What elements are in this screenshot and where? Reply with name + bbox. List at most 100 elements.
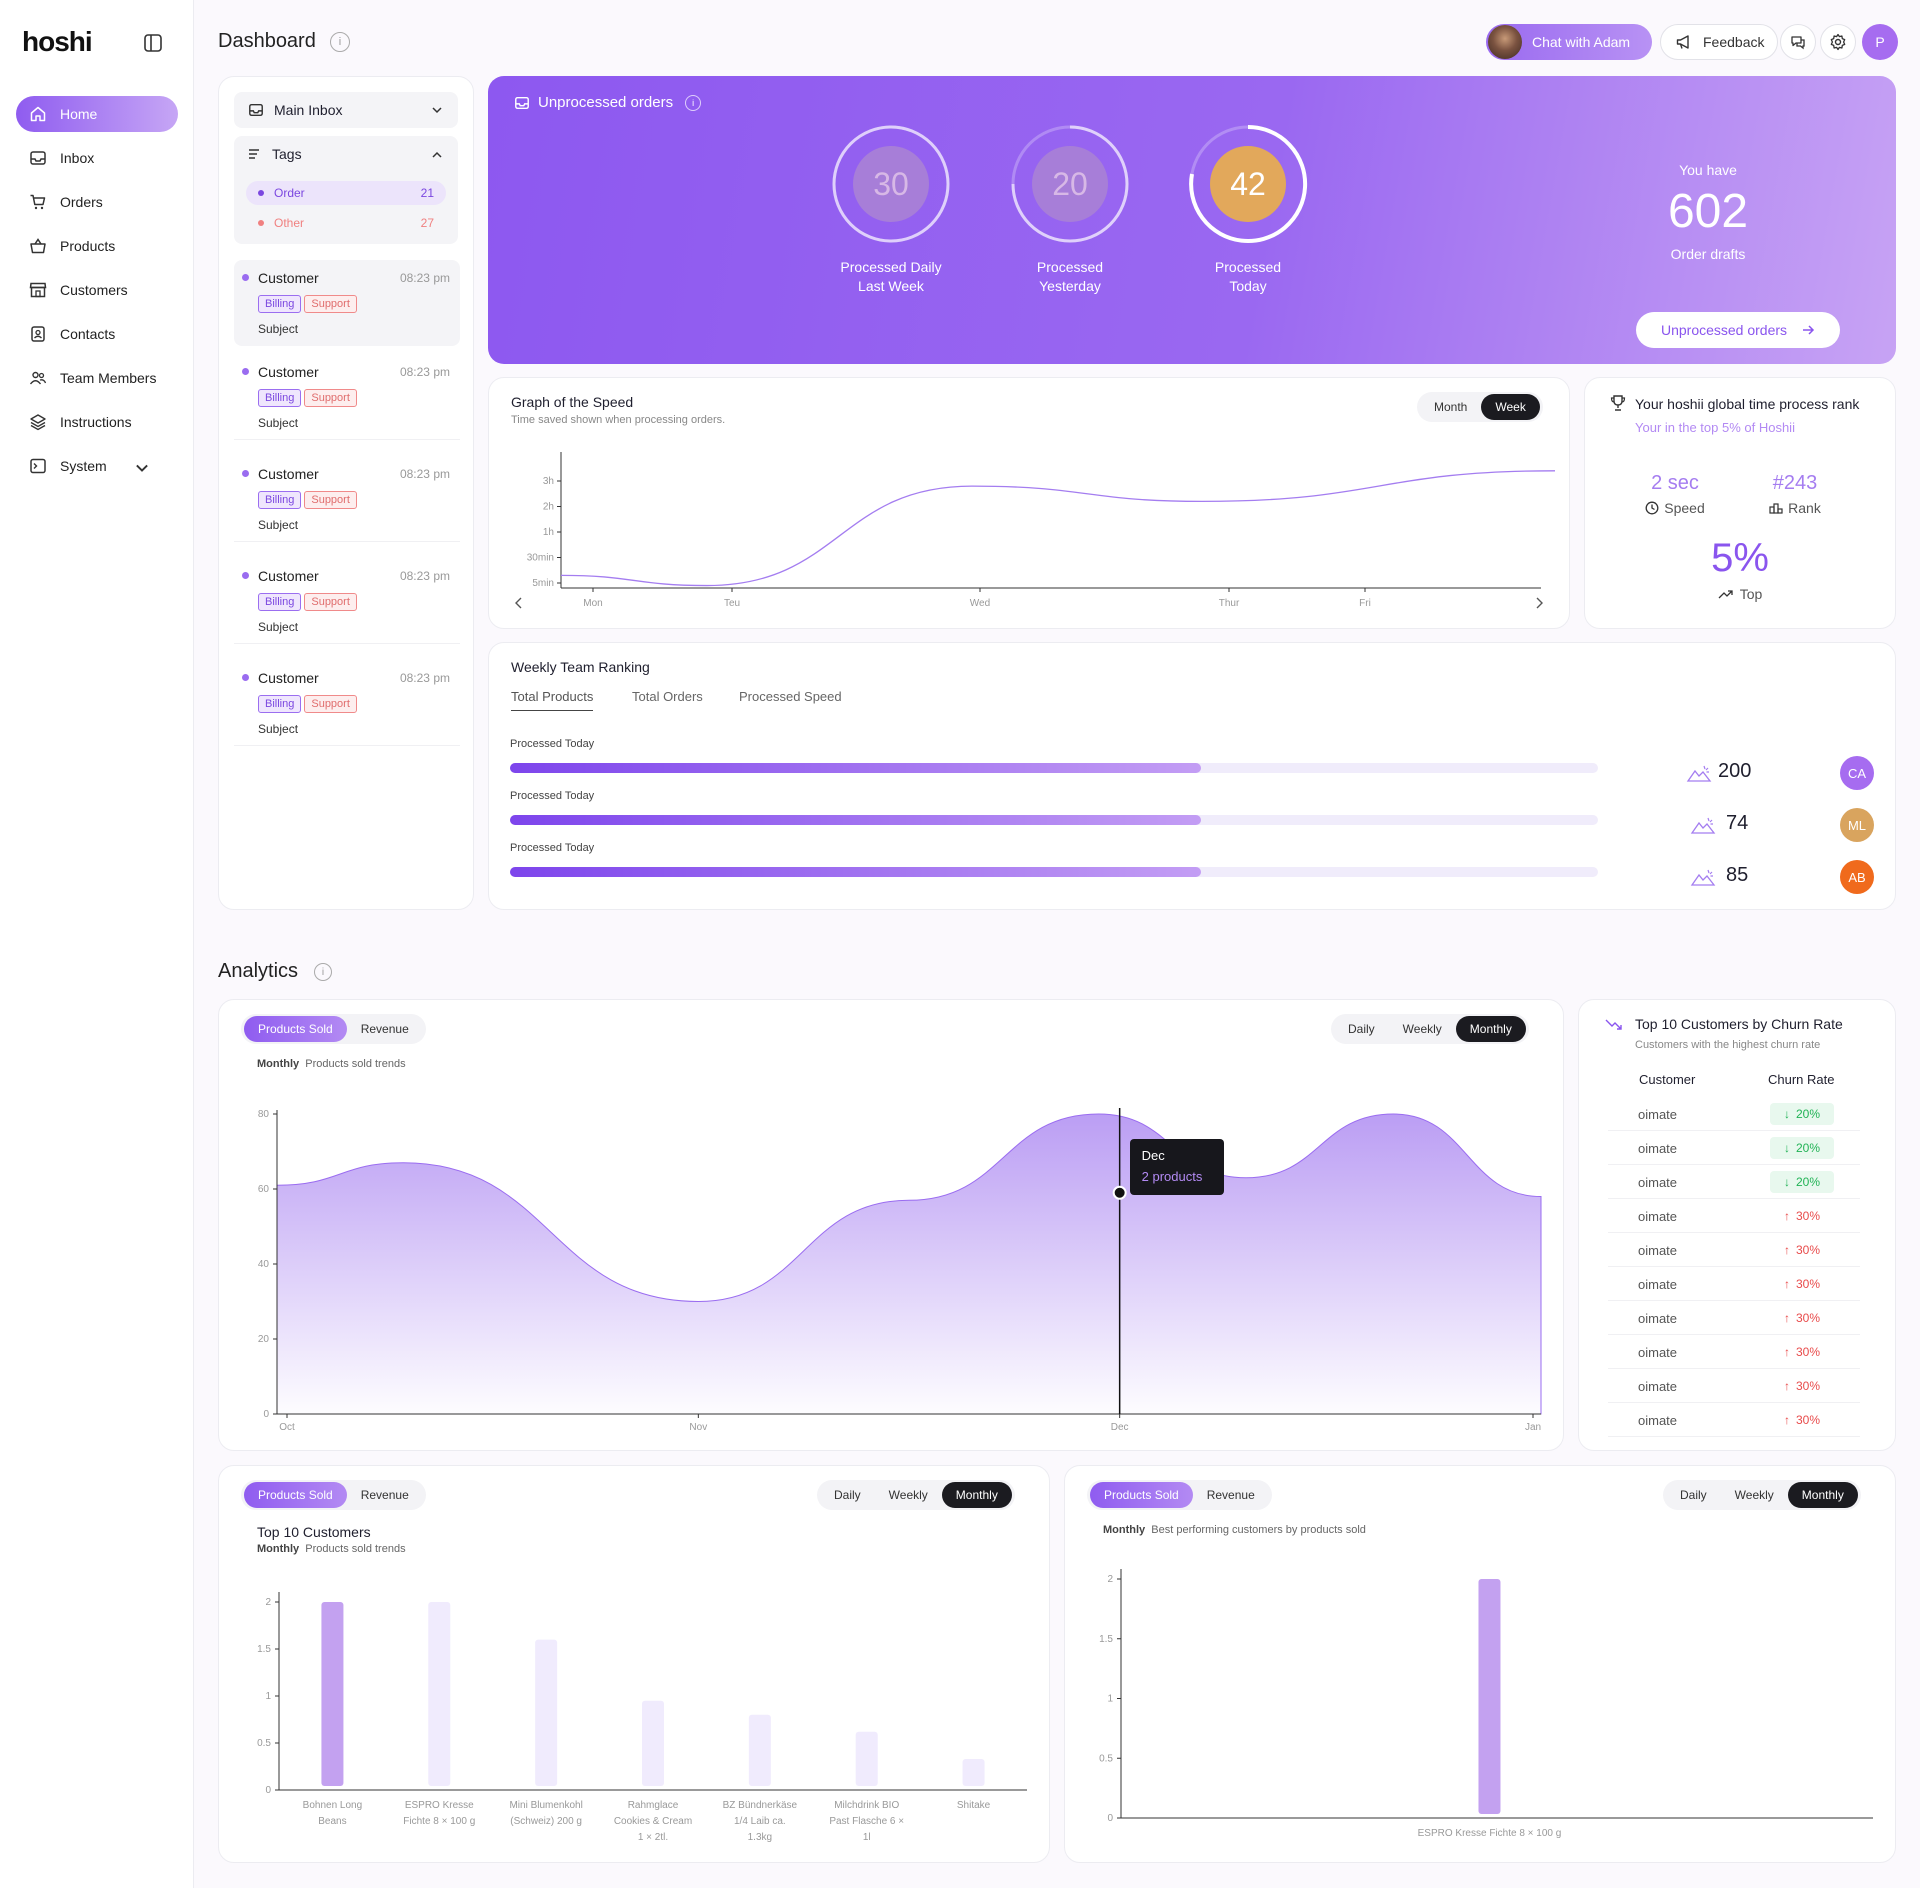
sidebar-item-label: Inbox [60, 150, 95, 166]
churn-customer-name: oimate [1638, 1209, 1678, 1224]
churn-col-customer: Customer [1639, 1072, 1696, 1087]
team-ranking-card: Weekly Team Ranking Total Products Total… [488, 642, 1896, 910]
info-icon[interactable]: i [314, 963, 332, 981]
sidebar-item-system[interactable]: System [16, 448, 178, 484]
sidebar-toggle-icon[interactable] [142, 32, 164, 54]
period-weekly[interactable]: Weekly [888, 1488, 928, 1502]
tab-products-sold[interactable]: Products Sold [244, 1482, 347, 1508]
period-daily[interactable]: Daily [1680, 1488, 1707, 1502]
x-tick-label-line: Fichte 8 × 100 g [403, 1816, 475, 1827]
y-tick-label: 0.5 [1099, 1753, 1113, 1764]
y-tick-label: 2 [1107, 1574, 1113, 1585]
tab-revenue[interactable]: Revenue [360, 1488, 409, 1502]
ranking-bar [510, 867, 1598, 877]
tooltip-title: Dec [1141, 1148, 1165, 1163]
period-daily[interactable]: Daily [834, 1488, 861, 1502]
message-item[interactable]: Customer 08:23 pm Billing Support Subject [234, 456, 460, 542]
tab-revenue[interactable]: Revenue [1206, 1488, 1255, 1502]
sidebar-item-customers[interactable]: Customers [16, 272, 178, 308]
period-monthly[interactable]: Monthly [1787, 1482, 1858, 1508]
x-tick-label-line: Cookies & Cream [614, 1816, 692, 1827]
sidebar-item-inbox[interactable]: Inbox [16, 140, 178, 176]
churn-rate-badge: ↑ 30% [1770, 1307, 1834, 1329]
sidebar-item-instructions[interactable]: Instructions [16, 404, 178, 440]
churn-rate-value: 30% [1795, 1379, 1821, 1393]
tag-dot [258, 220, 264, 226]
x-tick-label-line: Rahmglace [628, 1800, 679, 1811]
x-tick-label: Bohnen Long Beans [303, 1800, 363, 1827]
x-tick-label: Wed [970, 598, 990, 609]
tab-revenue[interactable]: Revenue [360, 1022, 409, 1036]
tab-total-orders[interactable]: Total Orders [632, 689, 703, 704]
top-customers-card: Products Sold Revenue Daily Weekly Month… [218, 1465, 1050, 1863]
main-inbox-dropdown[interactable]: Main Inbox [234, 92, 458, 128]
chevron-right-icon[interactable] [1533, 597, 1545, 609]
podium-icon [1769, 503, 1783, 514]
y-tick-label: 1.5 [257, 1644, 271, 1655]
message-item[interactable]: Customer 08:23 pm Billing Support Subject [234, 354, 460, 440]
churn-customer-name: oimate [1638, 1311, 1678, 1326]
message-item[interactable]: Customer 08:23 pm Billing Support Subject [234, 260, 460, 346]
chart-tooltip: Dec 2 products [1129, 1139, 1224, 1195]
period-monthly[interactable]: Monthly [1455, 1016, 1526, 1042]
toggle-week[interactable]: Week [1481, 394, 1540, 420]
period-weekly[interactable]: Weekly [1402, 1022, 1442, 1036]
toggle-month[interactable]: Month [1434, 400, 1468, 414]
y-tick-label: 80 [258, 1109, 270, 1120]
y-tick-label: 60 [258, 1184, 270, 1195]
sidebar-item-orders[interactable]: Orders [16, 184, 178, 220]
metric-toggle: Products Sold Revenue [241, 1480, 426, 1510]
info-icon[interactable]: i [685, 94, 702, 111]
avatar [1488, 25, 1522, 59]
tag-item-other[interactable]: Other 27 [246, 211, 446, 235]
member-avatar[interactable]: ML [1840, 808, 1874, 842]
sidebar-item-home[interactable]: Home [16, 96, 178, 132]
unprocessed-title-text: Unprocessed orders [538, 94, 674, 111]
tag-label: Other [274, 216, 305, 230]
sidebar-item-label: Customers [60, 282, 128, 298]
message-item[interactable]: Customer 08:23 pm Billing Support Subject [234, 558, 460, 644]
info-icon[interactable]: i [330, 32, 350, 52]
top-customers-subtitle: Monthly Products sold trends [257, 1543, 406, 1555]
tab-total-products[interactable]: Total Products [511, 689, 594, 711]
sparkle-mountain-icon [1686, 765, 1712, 782]
messages-button[interactable] [1780, 24, 1816, 60]
profile-avatar[interactable]: P [1862, 24, 1898, 60]
settings-button[interactable] [1820, 24, 1856, 60]
x-tick-label-line: (Schweiz) 200 g [510, 1816, 582, 1827]
message-sender: Customer [258, 270, 319, 286]
unprocessed-orders-button[interactable]: Unprocessed orders [1636, 312, 1840, 348]
tag-billing: Billing [258, 295, 302, 313]
churn-row: oimate ↑ 30% [1608, 1369, 1860, 1403]
message-item[interactable]: Customer 08:23 pm Billing Support Subject [234, 660, 460, 746]
ranking-row: Processed Today [510, 738, 1600, 778]
period-monthly[interactable]: Monthly [941, 1482, 1012, 1508]
feedback-button[interactable]: Feedback [1660, 24, 1778, 60]
progress-ring [832, 125, 950, 243]
member-avatar[interactable]: CA [1840, 756, 1874, 790]
period-daily[interactable]: Daily [1348, 1022, 1375, 1036]
megaphone-icon [1676, 35, 1689, 49]
churn-rate-badge: ↓ 20% [1770, 1171, 1834, 1193]
rank-value: #243 [1772, 472, 1818, 494]
chat-with-adam-button[interactable]: Chat with Adam [1486, 24, 1652, 60]
sidebar-item-team-members[interactable]: Team Members [16, 360, 178, 396]
unread-dot [242, 274, 249, 281]
tab-products-sold[interactable]: Products Sold [1090, 1482, 1193, 1508]
tag-item-order[interactable]: Order 21 [246, 181, 446, 205]
y-tick-label: 0 [1107, 1813, 1113, 1824]
x-tick-label-line: 1l [863, 1832, 871, 1843]
x-tick-label: Oct [279, 1422, 295, 1433]
chevron-left-icon[interactable] [513, 597, 525, 609]
chevron-up-icon[interactable] [430, 148, 444, 162]
sidebar-item-products[interactable]: Products [16, 228, 178, 264]
tab-processed-speed[interactable]: Processed Speed [739, 689, 842, 704]
unread-dot [242, 368, 249, 375]
tags-header[interactable]: Tags [248, 146, 302, 162]
period-weekly[interactable]: Weekly [1734, 1488, 1774, 1502]
ring-value: 30 [873, 166, 909, 202]
sidebar-item-contacts[interactable]: Contacts [16, 316, 178, 352]
member-avatar[interactable]: AB [1840, 860, 1874, 894]
tab-products-sold[interactable]: Products Sold [244, 1016, 347, 1042]
team-ranking-title: Weekly Team Ranking [511, 659, 650, 675]
